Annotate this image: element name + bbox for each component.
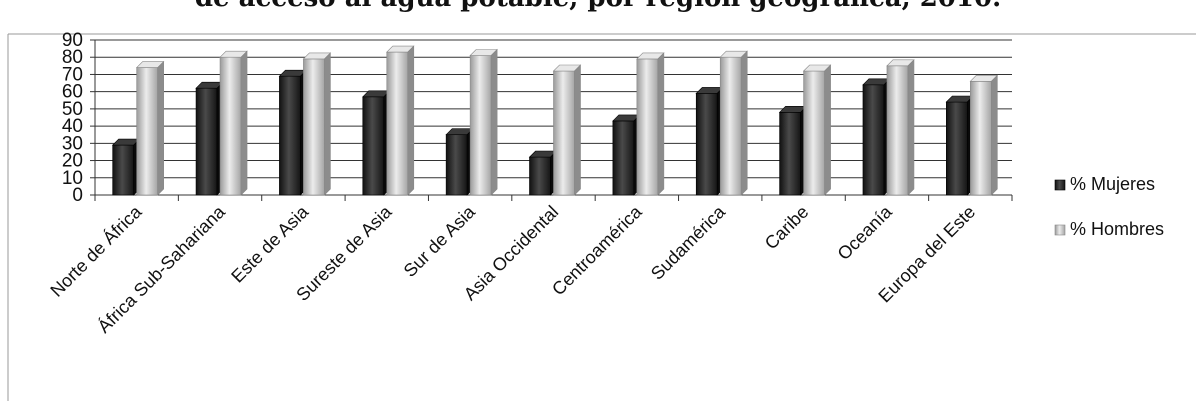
bar-hombres-2	[303, 58, 325, 196]
chart-title: de acceso al agua potable, por región ge…	[195, 0, 1001, 13]
bar-side-hombres-5	[574, 64, 581, 196]
y-tick-label-50: 50	[62, 99, 83, 120]
bar-mujeres-1	[195, 87, 218, 196]
y-tick-label-30: 30	[62, 133, 83, 154]
bar-hombres-8	[803, 70, 825, 196]
bar-mujeres-4	[445, 134, 468, 196]
bar-hombres-9	[886, 65, 909, 196]
bar-mujeres-0	[112, 144, 134, 196]
bar-side-hombres-7	[740, 50, 748, 196]
bar-side-hombres-4	[490, 48, 498, 196]
legend-swatch-mujeres	[1054, 179, 1066, 191]
y-tick-label-20: 20	[62, 151, 83, 172]
bar-side-hombres-1	[240, 50, 248, 196]
bar-side-hombres-3	[407, 45, 415, 196]
y-tick-label-10: 10	[62, 168, 83, 189]
bar-side-hombres-9	[907, 59, 915, 196]
y-tick-label-60: 60	[62, 82, 83, 103]
bar-side-hombres-10	[991, 74, 998, 196]
x-category-label-6: Centroamérica	[548, 201, 646, 299]
bar-mujeres-8	[779, 112, 801, 196]
bar-hombres-10	[970, 81, 992, 196]
bars	[111, 45, 999, 196]
bar-mujeres-10	[946, 101, 968, 196]
bar-hombres-3	[386, 51, 409, 196]
bar-side-hombres-2	[324, 52, 331, 196]
bar-hombres-0	[136, 67, 158, 196]
bar-hombres-1	[219, 56, 242, 196]
y-tick-label-80: 80	[62, 47, 83, 68]
x-category-label-8: Caribe	[761, 202, 813, 254]
x-category-label-2: Este de Asia	[227, 201, 313, 287]
bar-hombres-4	[469, 55, 492, 196]
bar-mujeres-2	[279, 75, 301, 196]
bar-mujeres-9	[862, 84, 885, 196]
bar-side-hombres-0	[157, 60, 164, 196]
bar-hombres-5	[553, 70, 575, 196]
bar-mujeres-7	[695, 93, 718, 196]
legend-label-mujeres: % Mujeres	[1070, 174, 1155, 194]
bar-side-hombres-8	[824, 64, 831, 196]
x-category-label-4: Sur de Asia	[400, 201, 480, 281]
legend-label-hombres: % Hombres	[1070, 219, 1164, 239]
x-category-label-9: Oceanía	[834, 201, 897, 264]
bar-mujeres-6	[612, 120, 635, 196]
bar-side-hombres-6	[657, 52, 665, 196]
legend: % Mujeres % Hombres	[1054, 174, 1164, 239]
bar-hombres-7	[719, 56, 742, 196]
bar-mujeres-3	[362, 96, 385, 196]
y-tick-label-0: 0	[72, 185, 83, 206]
x-category-label-7: Sudamérica	[647, 201, 730, 284]
y-tick-label-90: 90	[62, 30, 83, 51]
y-tick-label-40: 40	[62, 116, 83, 137]
legend-swatch-hombres	[1054, 224, 1066, 236]
y-tick-label-70: 70	[62, 64, 83, 85]
bar-mujeres-5	[529, 156, 551, 196]
bar-hombres-6	[636, 58, 659, 196]
